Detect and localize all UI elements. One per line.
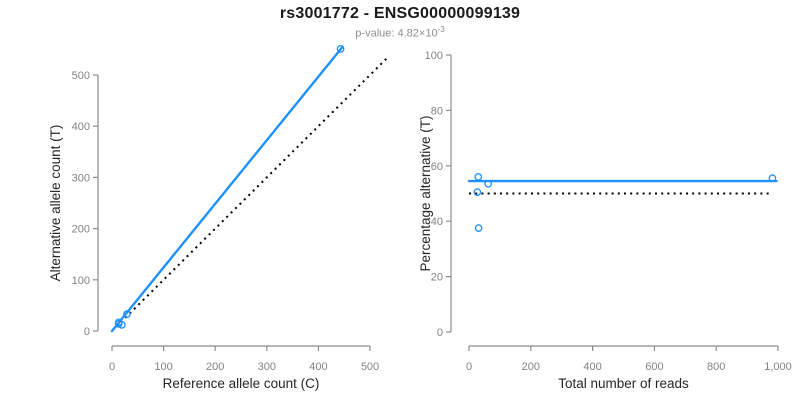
y-tick-label: 100 [72, 275, 90, 287]
x-tick-label: 1,000 [764, 361, 792, 373]
left-scatter-plot: 0 100 200 300 400 500 0 100 200 300 400 500 Referenc… [48, 45, 388, 391]
figure-title: rs3001772 - ENSG00000099139 [279, 5, 521, 22]
y-axis-title: Percentage alternative (T) [418, 115, 433, 271]
y-tick-label: 0 [437, 327, 443, 339]
x-tick-label: 200 [206, 361, 224, 373]
y-axis-title: Alternative allele count (T) [48, 125, 63, 282]
data-point [117, 321, 126, 329]
x-tick-label: 200 [522, 361, 540, 373]
p-value-exponent: -3 [437, 25, 445, 34]
y-tick-label: 0 [84, 326, 90, 338]
data-point [484, 179, 493, 188]
x-tick-label: 600 [645, 361, 663, 373]
data-point [474, 173, 483, 181]
x-tick-label: 0 [466, 361, 472, 373]
data-point [473, 188, 482, 196]
x-tick-label: 800 [707, 361, 725, 373]
data-point [768, 174, 777, 183]
y-tick-label: 300 [72, 172, 90, 184]
x-tick-label: 300 [258, 361, 276, 373]
x-tick-label: 400 [583, 361, 601, 373]
data-point [474, 224, 483, 232]
x-axis-title: Reference allele count (C) [163, 376, 320, 391]
x-tick-label: 500 [361, 361, 379, 373]
y-tick-label: 400 [72, 121, 90, 133]
fitted-regression-line [110, 46, 344, 333]
x-tick-label: 400 [309, 361, 327, 373]
data-point [123, 310, 131, 318]
y-tick-label: 40 [431, 216, 443, 228]
x-tick-label: 100 [154, 361, 172, 373]
y-tick-label: 200 [72, 224, 90, 236]
identity-reference-line [111, 57, 388, 332]
y-tick-label: 100 [425, 50, 443, 62]
x-tick-label: 0 [109, 361, 115, 373]
y-tick-label: 500 [72, 70, 90, 82]
p-value-label: p-value: 4.82×10 [355, 27, 438, 40]
y-tick-label: 20 [431, 272, 443, 284]
data-point [336, 45, 345, 53]
y-tick-label: 80 [431, 105, 443, 117]
right-scatter-plot: 0 20 40 60 80 100 0 200 400 600 800 1,000 Total numb… [418, 50, 792, 391]
figure-subtitle: p-value: 4.82×10-3 [0, 25, 800, 40]
y-tick-label: 60 [431, 161, 443, 173]
x-axis-title: Total number of reads [558, 376, 689, 391]
